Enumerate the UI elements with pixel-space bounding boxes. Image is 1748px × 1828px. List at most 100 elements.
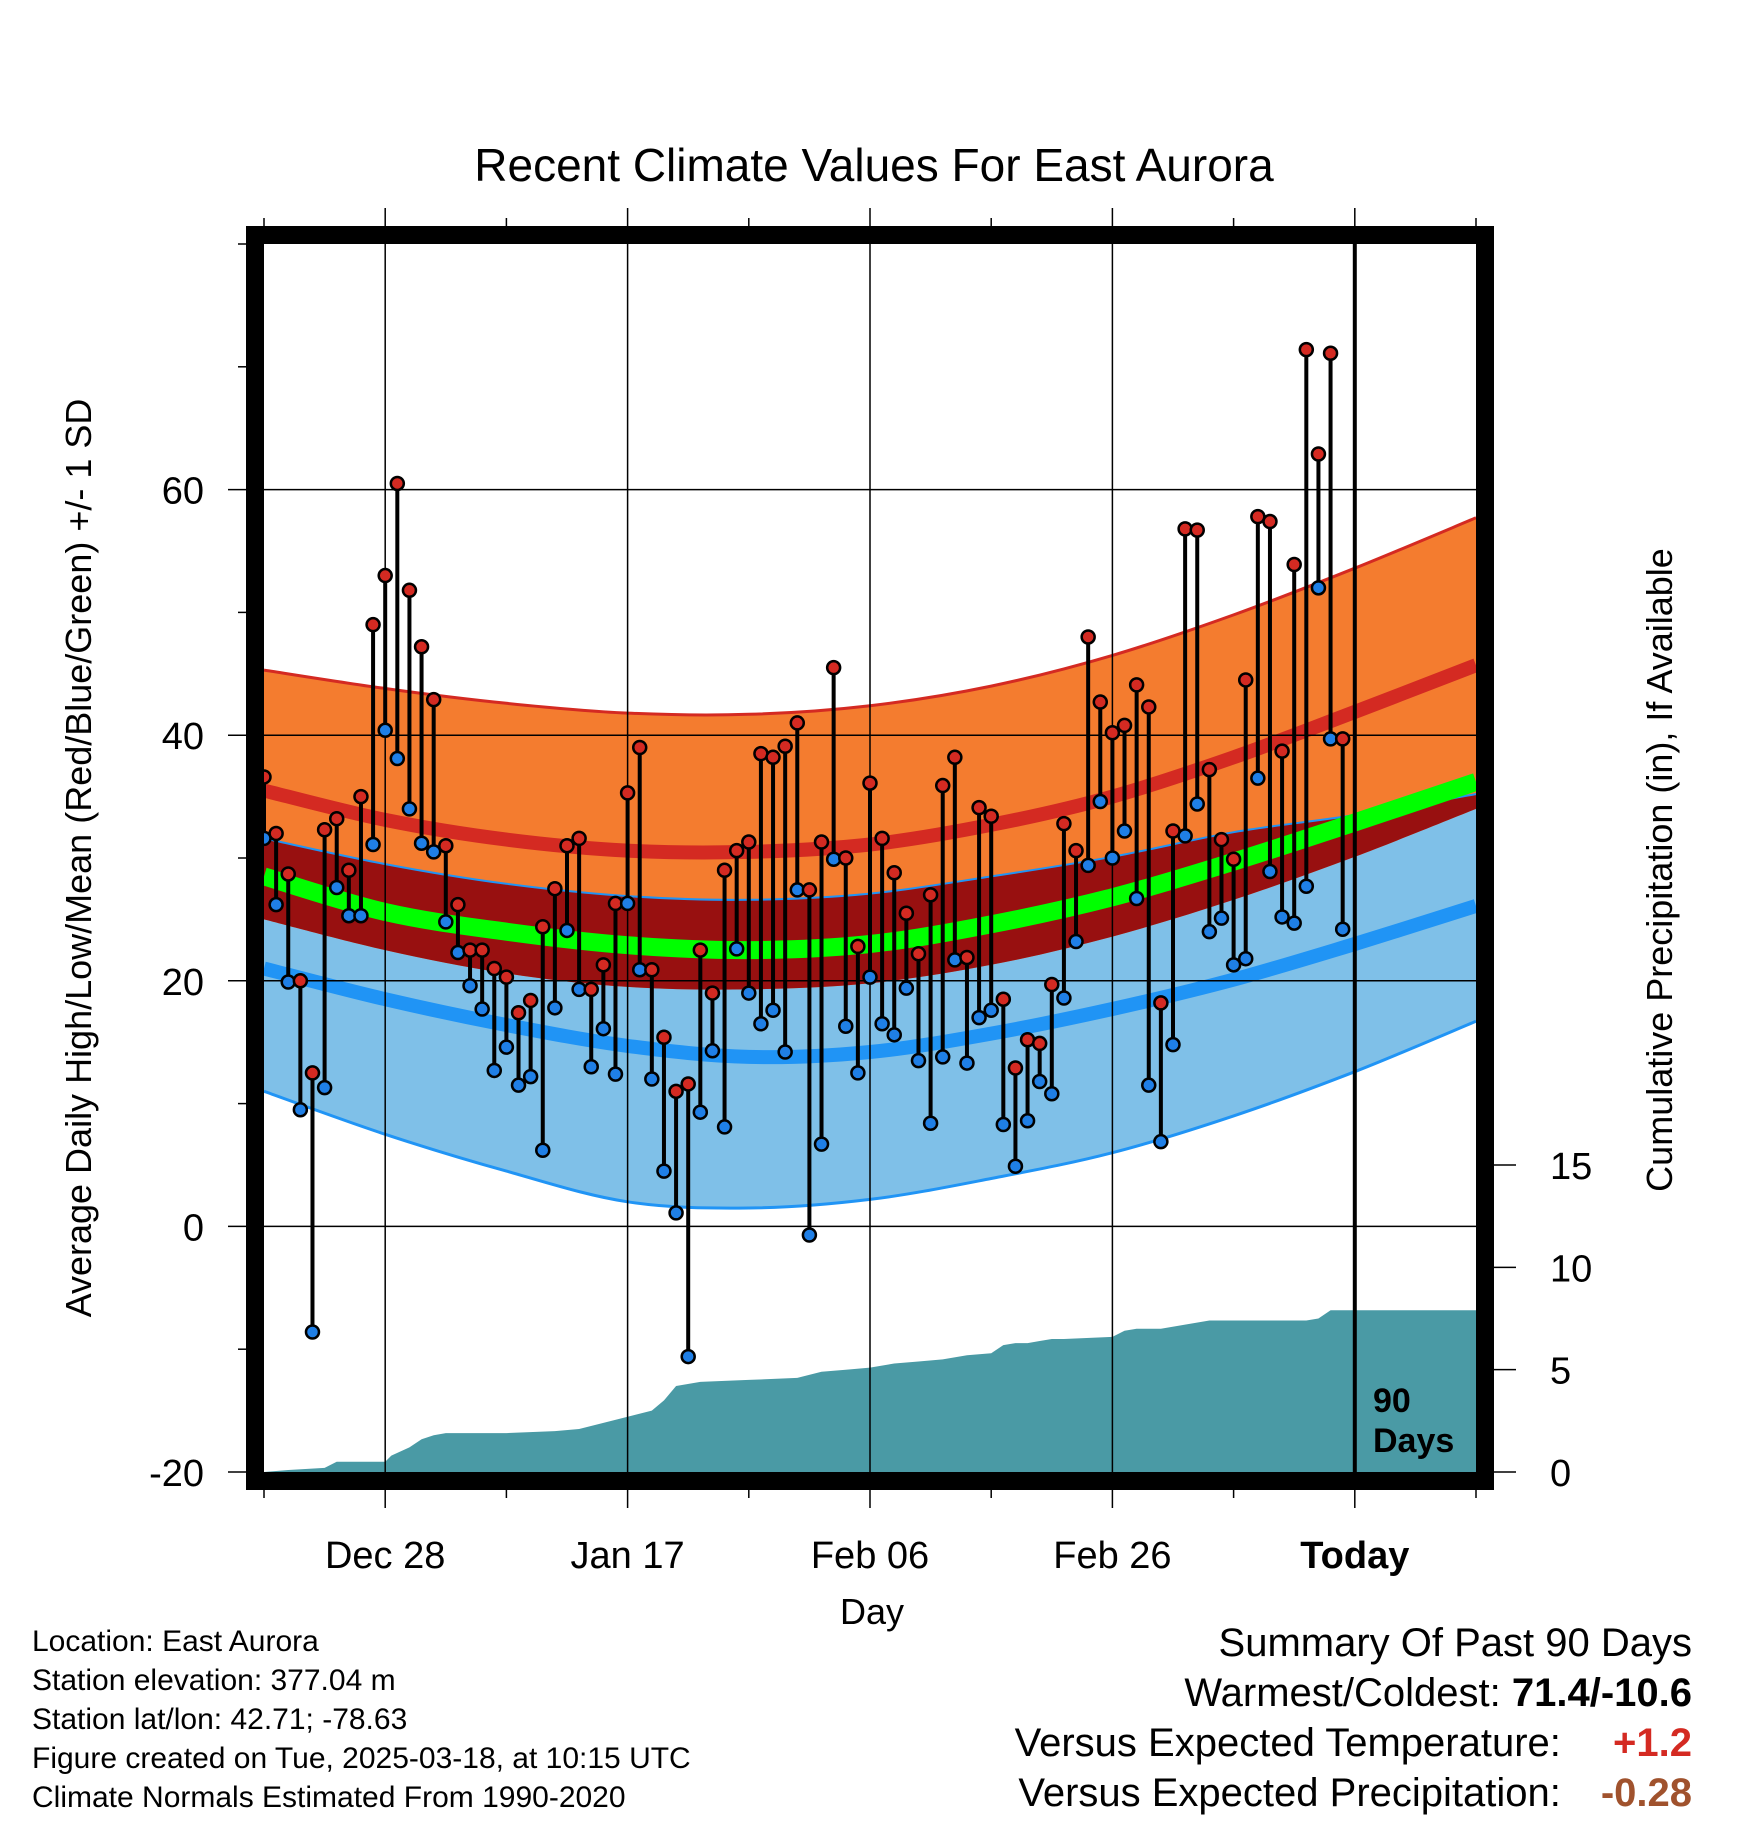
obs-low-point	[1177, 828, 1193, 844]
obs-low-point	[1104, 850, 1121, 866]
obs-low-point	[1310, 580, 1327, 596]
obs-low-point	[995, 1116, 1012, 1133]
obs-low-point	[547, 1000, 563, 1016]
obs-low-point	[1262, 863, 1278, 880]
obs-low-point	[850, 1065, 866, 1081]
obs-low-point	[1044, 1086, 1060, 1102]
x-tick-label: Feb 06	[811, 1535, 929, 1577]
obs-low-point	[1031, 1073, 1048, 1090]
obs-low-point	[716, 1119, 733, 1135]
obs-high-point	[692, 942, 709, 958]
obs-low-point	[389, 750, 406, 767]
obs-low-point	[268, 896, 284, 913]
obs-high-point	[1141, 699, 1157, 715]
obs-low-point	[583, 1059, 599, 1075]
obs-low-point	[862, 969, 878, 985]
obs-low-point	[559, 922, 575, 939]
obs-low-point	[1274, 909, 1290, 925]
chart-title: Recent Climate Values For East Aurora	[474, 139, 1274, 191]
obs-low-point	[1092, 793, 1109, 810]
today-days-label-number: 90	[1373, 1382, 1411, 1420]
obs-low-point	[838, 1018, 854, 1034]
obs-low-point	[1007, 1158, 1024, 1174]
obs-high-point	[789, 715, 806, 731]
obs-low-point	[704, 1043, 721, 1059]
obs-high-point	[1213, 831, 1230, 848]
obs-low-point	[1080, 857, 1096, 874]
summary-temp: Versus Expected Temperature: +1.2	[792, 1718, 1692, 1768]
obs-high-point	[1104, 724, 1121, 741]
obs-high-point	[910, 946, 927, 962]
obs-low-point	[522, 1068, 539, 1085]
y2-tick-label: 10	[1550, 1248, 1592, 1290]
obs-high-point	[959, 949, 975, 966]
info-elevation: Station elevation: 377.04 m	[32, 1664, 396, 1697]
obs-low-point	[462, 977, 478, 994]
obs-high-point	[498, 969, 515, 985]
obs-high-point	[1153, 995, 1169, 1011]
obs-low-point	[934, 1049, 951, 1065]
obs-high-point	[1298, 341, 1315, 358]
obs-high-point	[292, 973, 309, 989]
obs-low-point	[644, 1071, 660, 1087]
warmest-coldest-value: 71.4/-10.6	[1511, 1671, 1692, 1715]
obs-low-point	[813, 1136, 830, 1152]
obs-high-point	[716, 862, 733, 879]
obs-high-point	[1056, 815, 1072, 832]
obs-high-point	[377, 567, 393, 584]
precip-vs-expected-label: Versus Expected Precipitation:	[1018, 1771, 1561, 1815]
station-info: Location: East Aurora Station elevation:…	[32, 1622, 691, 1817]
obs-low-point	[680, 1348, 696, 1365]
plot-frame	[246, 226, 1494, 1490]
obs-high-point	[535, 919, 551, 935]
obs-high-point	[522, 992, 539, 1009]
obs-high-point	[1092, 694, 1109, 710]
obs-low-point	[1128, 890, 1145, 907]
y-tick-label: 40	[162, 716, 204, 758]
obs-high-point	[547, 880, 563, 897]
obs-low-point	[692, 1104, 709, 1120]
obs-high-point	[825, 659, 842, 676]
obs-low-point	[474, 1001, 490, 1017]
obs-low-point	[1189, 796, 1205, 812]
obs-high-point	[401, 582, 418, 599]
obs-low-point	[668, 1205, 684, 1221]
obs-high-point	[838, 850, 854, 866]
obs-low-point	[413, 835, 430, 852]
y-tick-label: -20	[149, 1453, 204, 1495]
obs-high-point	[898, 905, 915, 922]
obs-high-point	[983, 808, 999, 824]
info-created: Figure created on Tue, 2025-03-18, at 10…	[32, 1742, 691, 1775]
obs-high-point	[1116, 717, 1133, 734]
obs-low-point	[959, 1055, 975, 1071]
obs-low-point	[910, 1052, 927, 1069]
y2-tick-label: 15	[1550, 1146, 1592, 1188]
obs-low-point	[1250, 770, 1266, 786]
obs-high-point	[583, 981, 599, 998]
warmest-coldest-label: Warmest/Coldest:	[1184, 1671, 1501, 1715]
obs-low-point	[353, 907, 369, 924]
obs-high-point	[1044, 976, 1060, 993]
obs-high-point	[559, 837, 575, 854]
obs-high-point	[328, 810, 345, 827]
obs-low-point	[1068, 933, 1084, 950]
obs-low-point	[304, 1324, 321, 1340]
today-days-label-text: Days	[1373, 1422, 1454, 1460]
obs-low-point	[607, 1066, 624, 1082]
temp-vs-expected-label: Versus Expected Temperature:	[1014, 1721, 1561, 1765]
obs-high-point	[1128, 677, 1145, 693]
obs-low-point	[765, 1002, 781, 1019]
obs-low-point	[377, 722, 393, 739]
obs-high-point	[353, 788, 369, 805]
obs-high-point	[728, 842, 745, 859]
obs-high-point	[1286, 556, 1302, 573]
obs-low-point	[753, 1016, 769, 1032]
obs-high-point	[680, 1076, 696, 1092]
x-tick-label: Today	[1300, 1535, 1409, 1577]
obs-low-point	[1165, 1036, 1181, 1053]
obs-low-point	[898, 980, 915, 996]
obs-low-point	[1153, 1133, 1169, 1150]
obs-high-point	[765, 749, 781, 766]
obs-high-point	[1189, 522, 1205, 538]
obs-high-point	[656, 1029, 672, 1046]
